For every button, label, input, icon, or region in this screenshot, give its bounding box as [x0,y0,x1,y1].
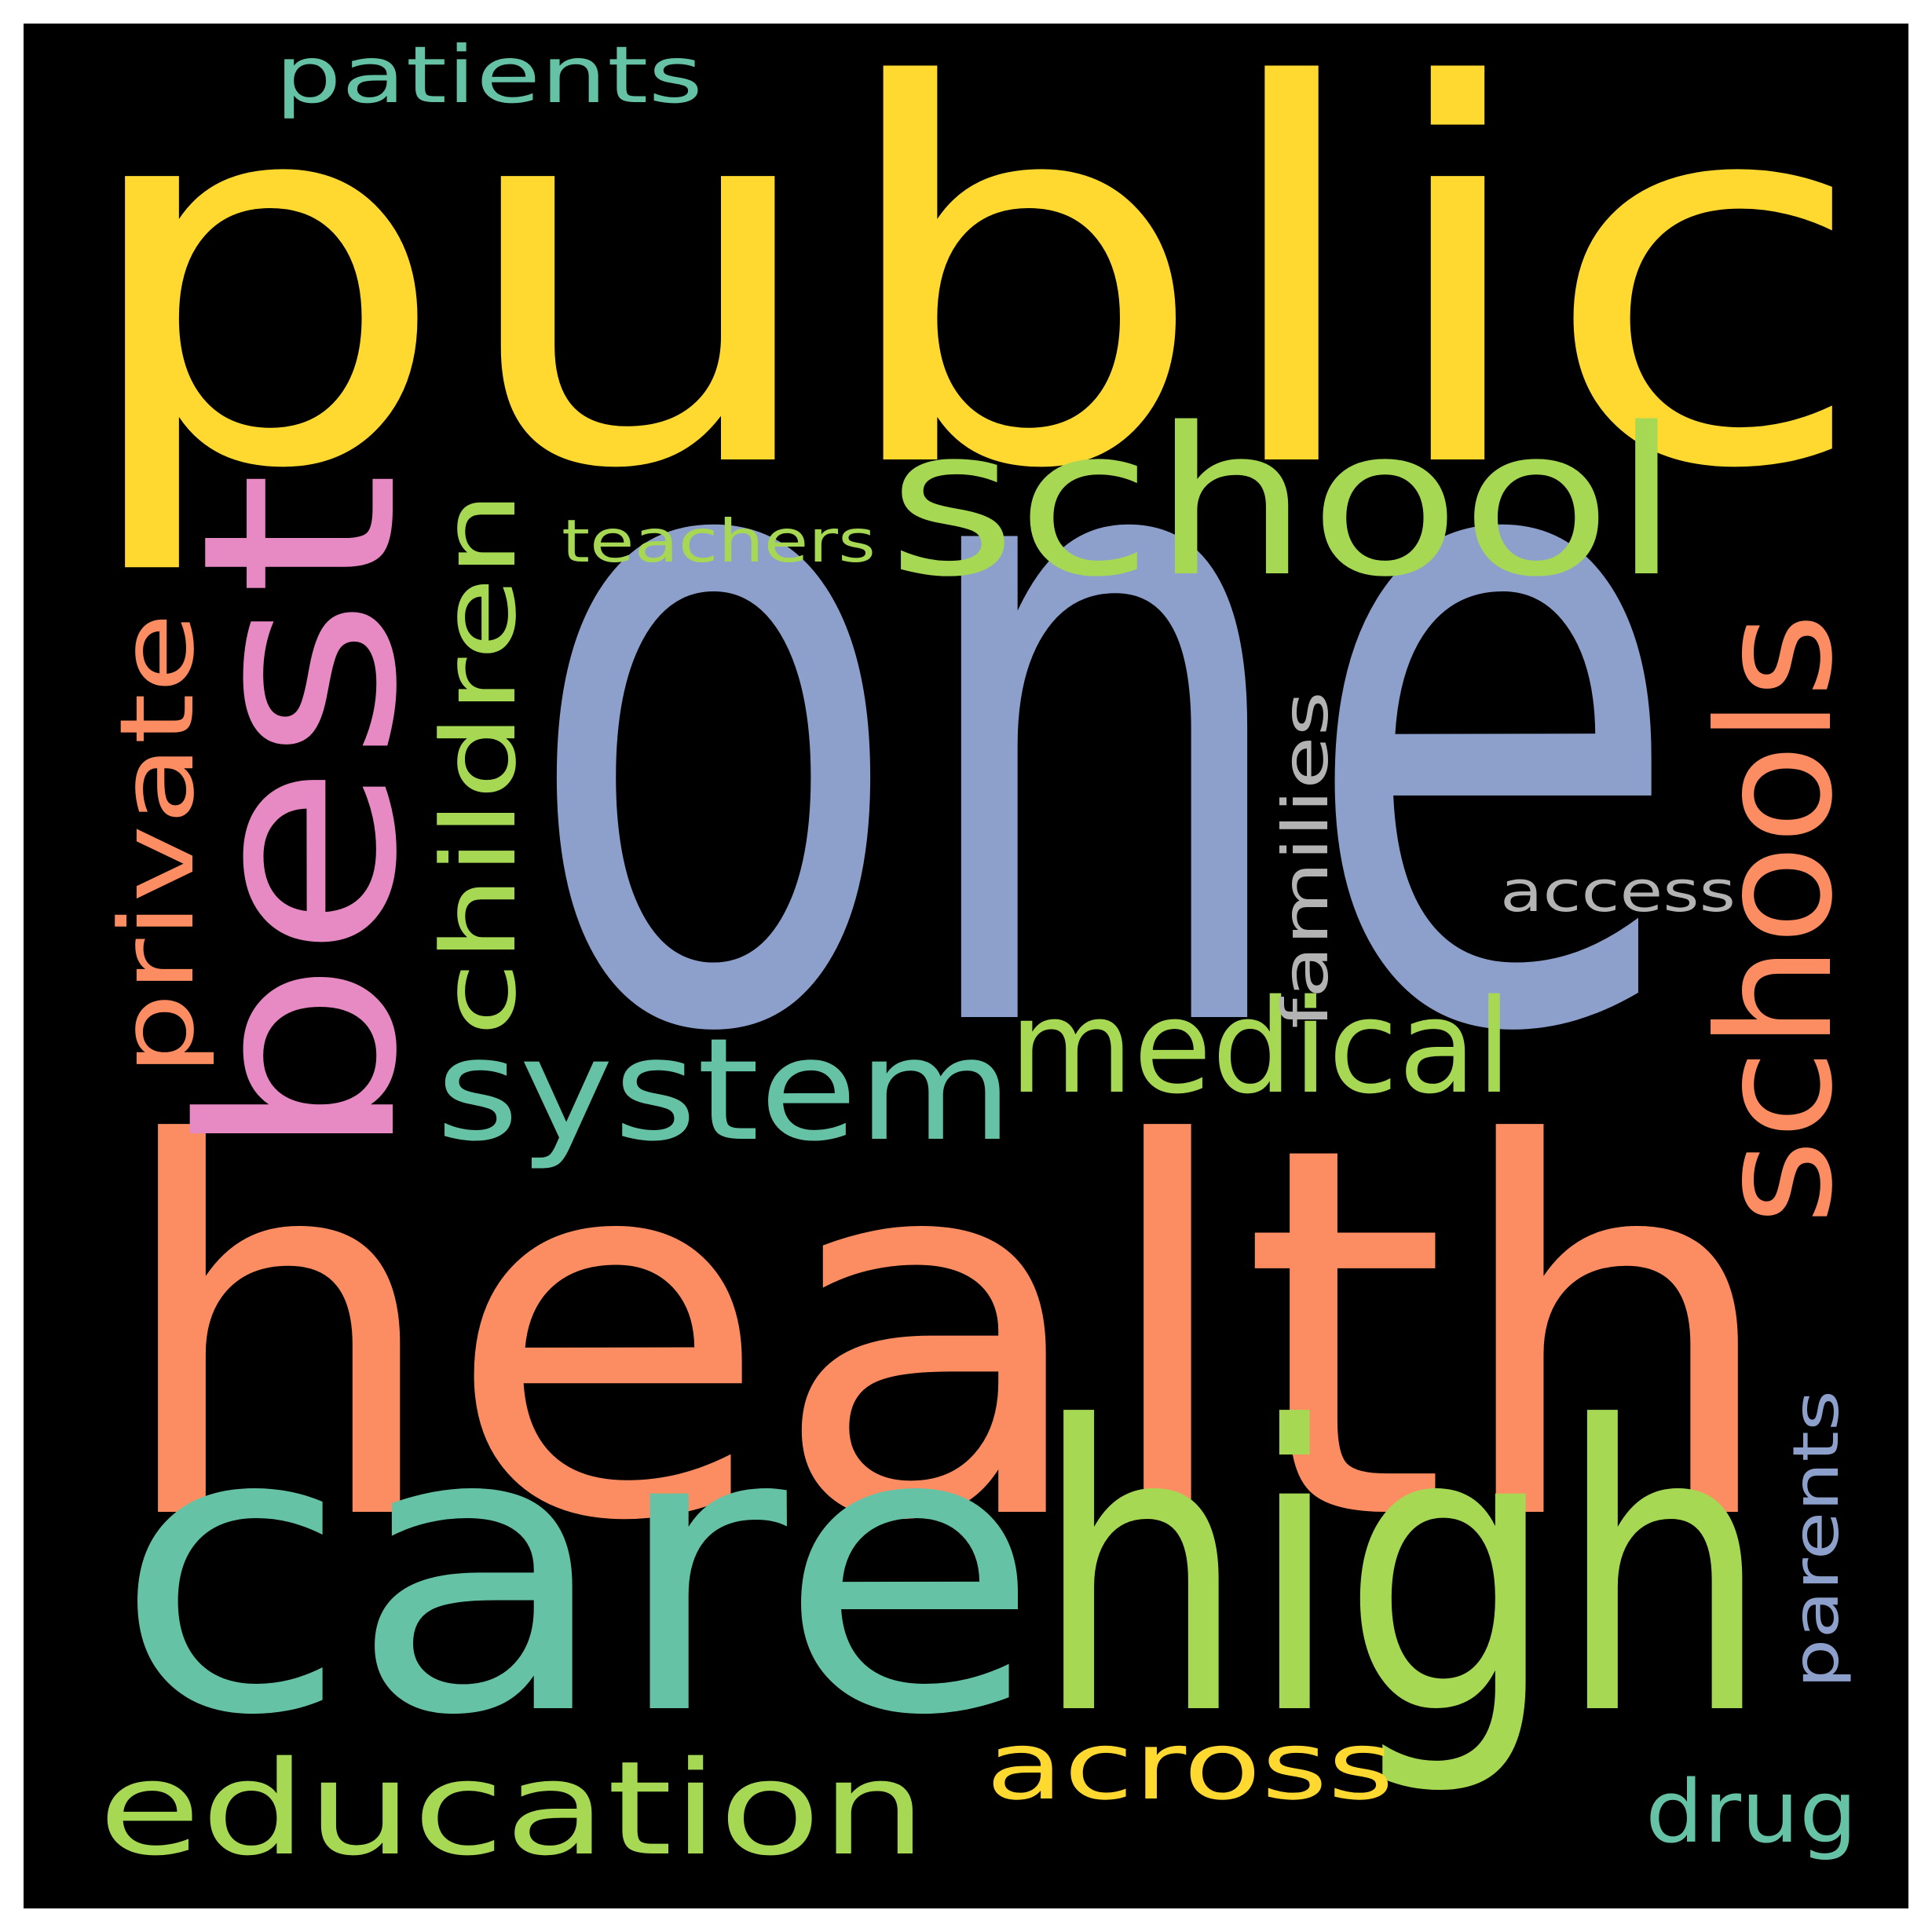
word-children: children [419,491,539,1037]
word-care: care [114,1344,1041,1801]
word-patients: patients [275,29,703,121]
word-school: school [887,385,1681,622]
word-health: health [110,1039,1783,1633]
word-high: high [1033,1344,1771,1801]
word-parents: parents [1780,1390,1853,1689]
word-private: private [97,613,217,1076]
word-cloud-svg: public one health care high school syste… [24,0,1908,1908]
word-drug: drug [1645,1762,1857,1862]
word-education: education [98,1733,927,1884]
word-one: one [522,201,1685,1225]
word-medical: medical [1009,971,1512,1122]
word-cloud-canvas: public one health care high school syste… [24,0,1908,1908]
word-families: families [1269,691,1342,1029]
word-access: access [1500,858,1736,924]
word-best: best [145,471,456,1162]
word-system: system [436,1008,1013,1173]
word-public: public [71,24,1869,582]
word-across: across [986,1712,1394,1821]
word-schools: schools [1685,613,1868,1225]
word-cloud-background [24,24,1908,1908]
word-teachers: teachers [562,507,876,576]
